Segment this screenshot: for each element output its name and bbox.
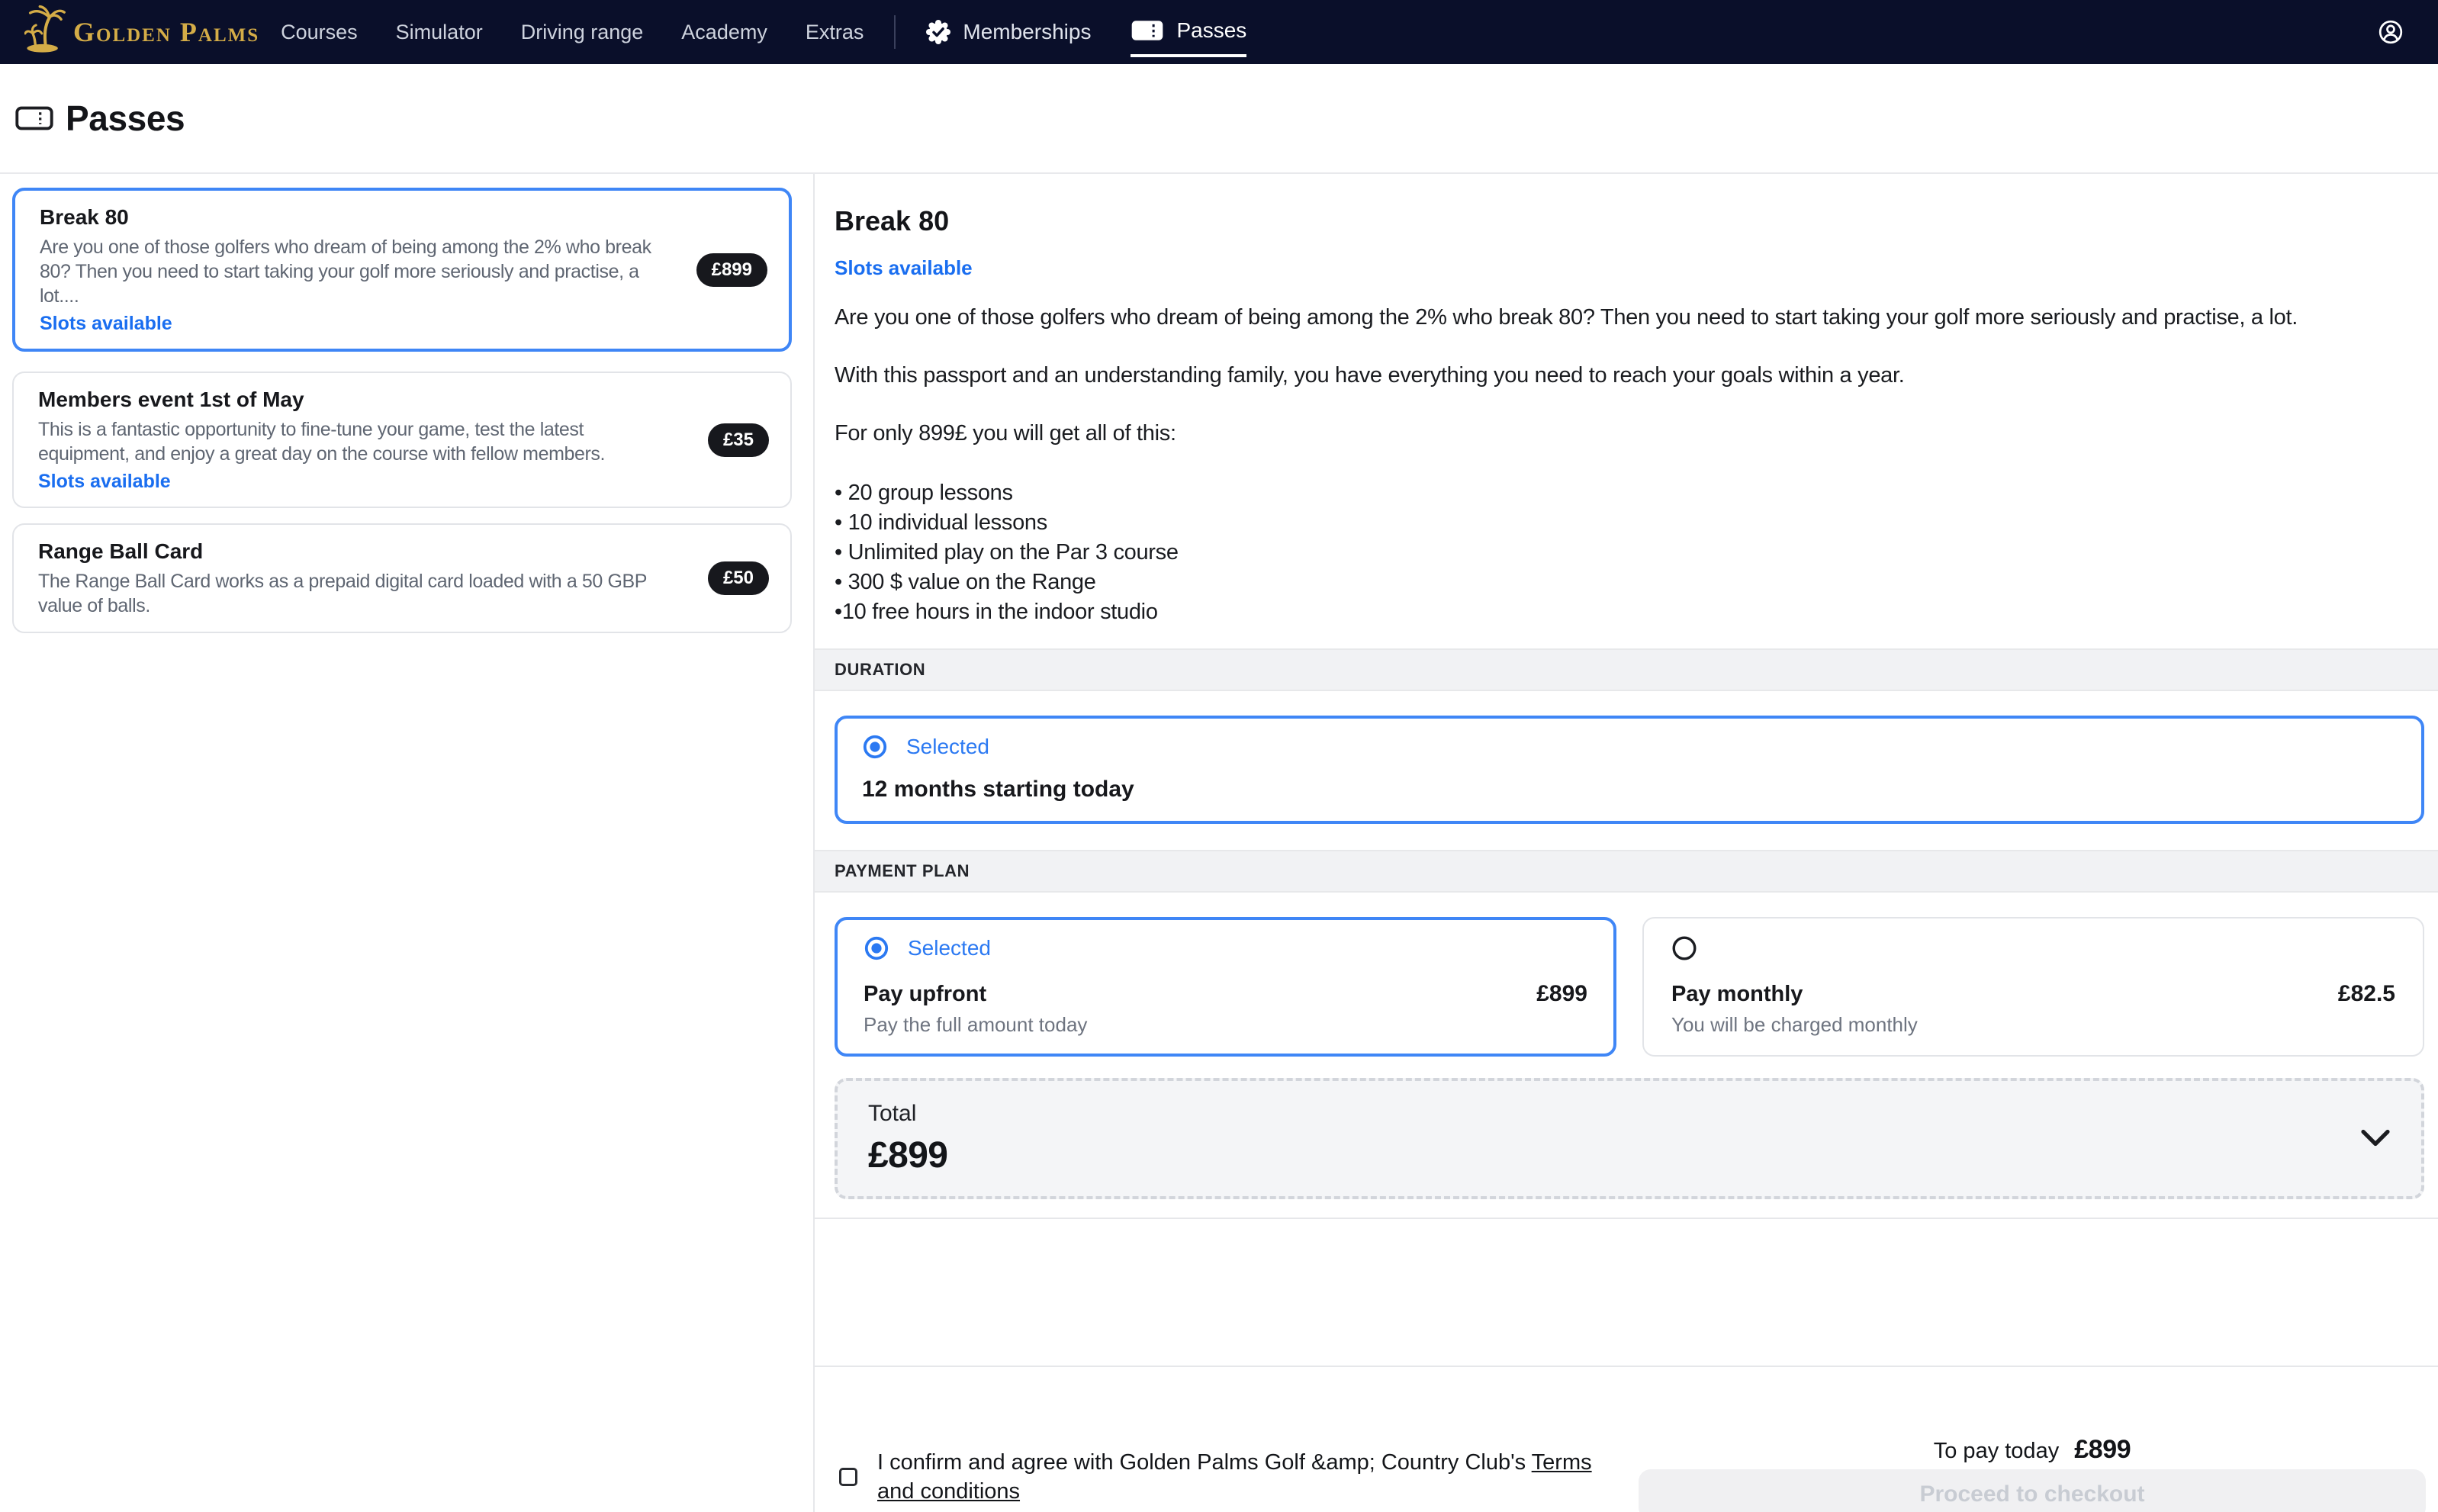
- detail-title: Break 80: [835, 205, 950, 236]
- duration-option-card[interactable]: Selected 12 months starting today: [835, 716, 2424, 824]
- nav-item-memberships[interactable]: Memberships: [926, 20, 1091, 44]
- brand-name: Golden Palms: [73, 17, 260, 47]
- benefit-item: • Unlimited play on the Par 3 course: [835, 540, 1179, 565]
- payment-option-note: Pay the full amount today: [864, 1013, 1088, 1036]
- top-navbar: Golden Palms Courses Simulator Driving r…: [0, 0, 2438, 64]
- terms-checkbox[interactable]: [839, 1468, 857, 1486]
- pass-card-members-event[interactable]: Members event 1st of May This is a fanta…: [12, 372, 792, 508]
- radio-unselected-icon[interactable]: [1671, 935, 1697, 961]
- account-button[interactable]: [2377, 18, 2404, 46]
- benefit-item: • 10 individual lessons: [835, 510, 1047, 535]
- page-title: Passes: [66, 98, 185, 138]
- slots-available-link[interactable]: Slots available: [40, 313, 172, 334]
- to-pay-today-amount: £899: [2074, 1435, 2131, 1464]
- duration-selected-label: Selected: [906, 735, 989, 758]
- page-header: Passes: [0, 64, 2438, 174]
- benefit-item: • 20 group lessons: [835, 481, 1013, 505]
- nav-item-simulator[interactable]: Simulator: [395, 20, 483, 43]
- terms-prefix: I confirm and agree with Golden Palms Go…: [877, 1450, 1532, 1475]
- nav-item-academy[interactable]: Academy: [681, 20, 767, 43]
- price-badge: £50: [707, 561, 769, 595]
- price-badge: £35: [707, 423, 769, 457]
- pass-card-description: This is a fantastic opportunity to fine-…: [38, 419, 606, 465]
- nav-item-passes[interactable]: Passes: [1131, 11, 1247, 57]
- payment-option-price: £82.5: [2337, 981, 2395, 1006]
- pass-detail: Break 80 Slots available Are you one of …: [813, 174, 2438, 1512]
- total-label: Total: [868, 1101, 917, 1126]
- benefit-item: •10 free hours in the indoor studio: [835, 600, 1158, 624]
- detail-paragraph: Are you one of those golfers who dream o…: [835, 305, 2298, 330]
- terms-row: I confirm and agree with Golden Palms Go…: [839, 1434, 1617, 1512]
- proceed-to-checkout-button[interactable]: Proceed to checkout: [1639, 1469, 2426, 1512]
- total-summary[interactable]: Total £899: [835, 1078, 2424, 1199]
- payment-option-monthly[interactable]: Pay monthly £82.5 You will be charged mo…: [1642, 917, 2424, 1057]
- checkout-footer: I confirm and agree with Golden Palms Go…: [815, 1366, 2438, 1512]
- payment-option-name: Pay upfront: [864, 982, 987, 1006]
- pass-card-title: Break 80: [40, 205, 129, 229]
- pass-detail-intro: Break 80 Slots available Are you one of …: [815, 174, 2438, 627]
- pass-card-description: Are you one of those golfers who dream o…: [40, 236, 651, 307]
- benefit-list: • 20 group lessons • 10 individual lesso…: [835, 478, 2401, 627]
- duration-section-label: DURATION: [835, 660, 926, 679]
- nav-passes-label: Passes: [1176, 18, 1247, 42]
- duration-option-label: 12 months starting today: [862, 777, 1134, 802]
- nav-item-courses[interactable]: Courses: [281, 20, 358, 43]
- payment-option-price: £899: [1536, 981, 1587, 1006]
- pass-card-description: The Range Ball Card works as a prepaid d…: [38, 571, 647, 616]
- chevron-down-icon[interactable]: [2360, 1124, 2391, 1153]
- pass-list: Break 80 Are you one of those golfers wh…: [0, 174, 813, 1512]
- ticket-icon: [1131, 18, 1164, 43]
- passes-ticket-icon: [15, 103, 53, 134]
- payment-option-note: You will be charged monthly: [1671, 1013, 1918, 1036]
- payment-plan-section-header: PAYMENT PLAN: [815, 850, 2438, 893]
- radio-selected-icon[interactable]: [864, 935, 889, 961]
- payment-selected-label: Selected: [908, 936, 991, 960]
- divider: [815, 1218, 2438, 1219]
- nav-memberships-label: Memberships: [963, 20, 1092, 43]
- palm-tree-icon: [24, 5, 66, 60]
- nav-divider: [894, 15, 896, 49]
- content: Break 80 Are you one of those golfers wh…: [0, 174, 2438, 1512]
- detail-paragraph: For only 899£ you will get all of this:: [835, 421, 1176, 446]
- payment-option-upfront[interactable]: Selected Pay upfront £899 Pay the full a…: [835, 917, 1616, 1057]
- to-pay-today-label: To pay today: [1933, 1439, 2060, 1463]
- pay-today-block: To pay today £899 Proceed to checkout: [1639, 1434, 2426, 1512]
- detail-paragraph: With this passport and an understanding …: [835, 363, 1905, 388]
- nav-item-extras[interactable]: Extras: [805, 20, 864, 43]
- payment-option-name: Pay monthly: [1671, 982, 1803, 1006]
- pass-card-break-80[interactable]: Break 80 Are you one of those golfers wh…: [12, 188, 792, 352]
- pass-card-range-ball[interactable]: Range Ball Card The Range Ball Card work…: [12, 523, 792, 633]
- pass-card-title: Range Ball Card: [38, 539, 204, 563]
- payment-plan-section-label: PAYMENT PLAN: [835, 861, 970, 880]
- nav-item-driving-range[interactable]: Driving range: [520, 20, 644, 43]
- detail-slots-available[interactable]: Slots available: [835, 256, 973, 279]
- duration-section-header: DURATION: [815, 648, 2438, 691]
- benefit-item: • 300 $ value on the Range: [835, 570, 1096, 594]
- terms-and-conditions-link[interactable]: Terms and conditions: [877, 1450, 1592, 1504]
- nav-links: Courses Simulator Driving range Academy …: [281, 21, 864, 44]
- membership-badge-icon: [926, 20, 951, 44]
- terms-text: I confirm and agree with Golden Palms Go…: [877, 1448, 1617, 1506]
- slots-available-link[interactable]: Slots available: [38, 471, 171, 492]
- price-badge: £899: [696, 253, 767, 287]
- radio-selected-icon[interactable]: [862, 734, 888, 760]
- pass-card-title: Members event 1st of May: [38, 388, 304, 411]
- total-amount: £899: [868, 1135, 948, 1176]
- payment-options: Selected Pay upfront £899 Pay the full a…: [835, 917, 2424, 1057]
- account-icon: [2377, 18, 2404, 46]
- brand-logo[interactable]: Golden Palms: [24, 5, 259, 60]
